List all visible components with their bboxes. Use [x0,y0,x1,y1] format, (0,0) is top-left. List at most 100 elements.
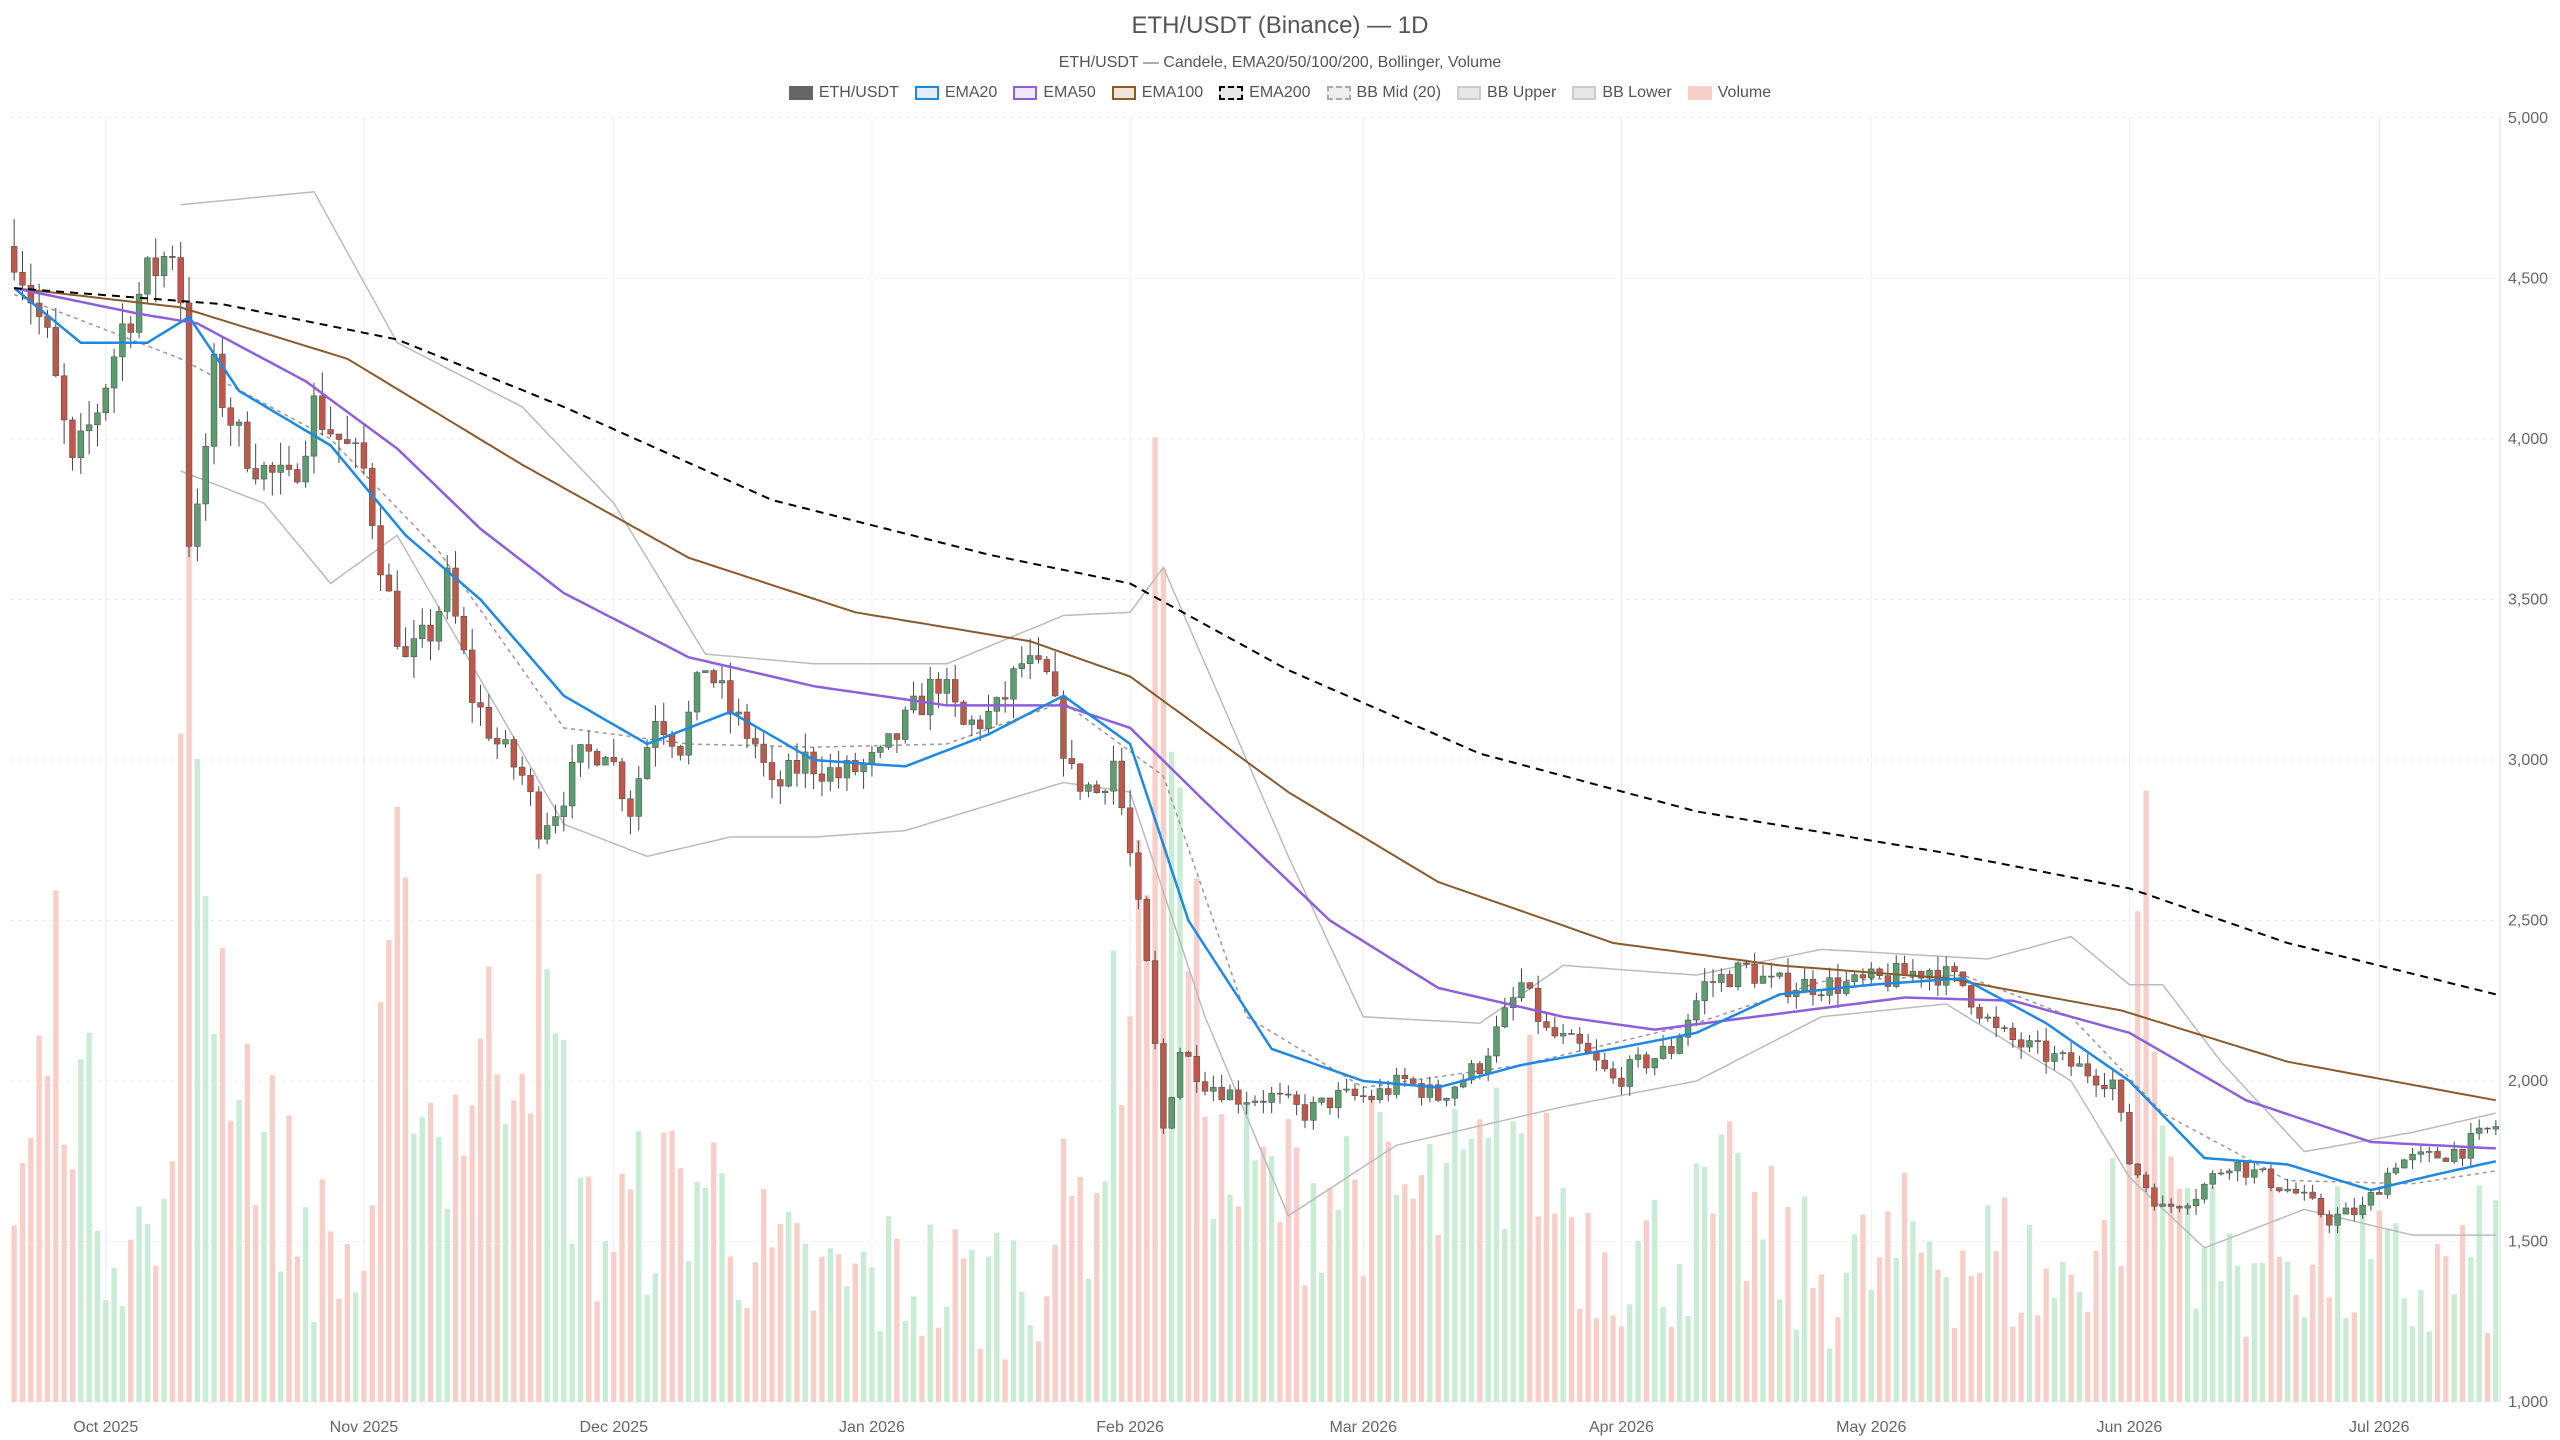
volume-bar [1035,1341,1042,1402]
legend-item-ema200[interactable]: EMA200 [1219,84,1311,102]
candle-body [535,791,543,840]
candle-body [660,721,667,736]
candle-body [818,773,826,782]
volume-bar [2318,1213,2324,1402]
volume-bar [1302,1285,1308,1402]
x-tick-label: Nov 2025 [330,1419,399,1436]
candle-body [2409,1154,2416,1161]
legend-item-ema50[interactable]: EMA50 [1013,84,1096,102]
volume-bar [153,1265,159,1402]
candle-body [935,678,942,694]
candle-body [227,407,234,426]
volume-bar [161,1199,167,1402]
candle-body [1276,1092,1284,1095]
volume-bar [469,1105,475,1402]
candle-body [1568,1033,1575,1035]
candle-body [635,778,642,817]
volume-bar [2160,1125,2166,1402]
candle-body [677,746,684,756]
volume-bar [2235,1265,2241,1402]
candle-body [2301,1191,2308,1194]
volume-bar [219,948,226,1402]
candle-body [1176,1052,1184,1098]
candle-body [385,574,393,592]
candle-body [1609,1068,1617,1079]
volume-bar [1427,1144,1433,1402]
candle-body [1235,1089,1242,1105]
candle-body [2351,1207,2358,1215]
volume-bar [1019,1291,1025,1402]
candle-body [19,271,26,286]
candle-body [943,679,951,694]
volume-bar [627,1189,634,1402]
candle-body [1043,659,1051,673]
volume-bar [1077,1176,1083,1402]
candle-body [1434,1084,1442,1101]
candle-body [2384,1172,2391,1195]
volume-bar [1652,1199,1658,1402]
volume-bar [1901,1172,1908,1402]
volume-bar [661,1132,667,1402]
volume-bar [2076,1291,2083,1402]
candle-body [402,646,409,658]
candle-body [1251,1100,1259,1103]
y-tick-label: 4,000 [2508,431,2548,448]
candle-body [610,757,617,763]
legend-item-bbupper[interactable]: BB Upper [1457,84,1556,102]
legend-item-bblower[interactable]: BB Lower [1572,84,1672,102]
candle-body [2192,1198,2200,1207]
volume-bar [461,1155,467,1402]
volume-bar [1627,1304,1633,1402]
volume-bar [619,1173,625,1402]
volume-bar [727,1256,734,1402]
candle-body [2251,1169,2258,1178]
candle-body [2342,1207,2350,1215]
volume-bar [269,1075,275,1402]
candle-body [144,257,151,295]
candle-body [768,762,776,780]
legend-label-bbupper: BB Upper [1487,84,1557,101]
volume-bar [402,877,409,1402]
legend-swatch-ema100 [1111,86,1136,100]
legend-item-bbmid[interactable]: BB Mid (20) [1326,84,1441,102]
volume-bar [2243,1336,2249,1402]
candle-body [1743,962,1750,965]
candle-body [560,805,568,817]
volume-bar [1327,1187,1333,1402]
volume-bar [486,966,492,1402]
bb-upper-line [180,191,2496,1153]
volume-bar [894,1238,900,1402]
volume-bar [1493,1087,1500,1402]
volume-bar [277,1271,284,1402]
legend-item-ema100[interactable]: EMA100 [1111,84,1203,102]
volume-bar [2051,1298,2058,1402]
volume-bar [544,969,550,1402]
legend-item-price[interactable]: ETH/USDT [788,84,899,102]
volume-bar [1377,1111,1383,1402]
volume-bar [1668,1326,1675,1402]
volume-bar [1893,1257,1899,1402]
candle-body [194,503,201,547]
candle-body [1310,1101,1317,1121]
volume-bar [2459,1225,2466,1402]
candle-body [1168,1097,1175,1129]
candle-body [918,695,926,716]
candle-body [285,464,293,470]
candle-body [69,419,76,458]
candle-body [1076,763,1084,792]
candle-body [485,706,493,739]
candle-body [2242,1161,2250,1178]
volume-bar [411,1133,417,1402]
legend-label-ema20: EMA20 [944,84,998,101]
candle-body [419,624,426,639]
volume-bar [869,1267,875,1402]
candle-body [760,743,767,763]
legend-item-volume[interactable]: Volume [1687,84,1771,102]
volume-bar [1268,1156,1275,1402]
y-tick-label: 1,000 [2508,1394,2548,1411]
volume-bar [361,1270,367,1402]
candle-body [1668,1046,1675,1054]
volume-bar [1460,1149,1466,1402]
legend-item-ema20[interactable]: EMA20 [914,84,998,102]
volume-bar [1293,1147,1300,1402]
